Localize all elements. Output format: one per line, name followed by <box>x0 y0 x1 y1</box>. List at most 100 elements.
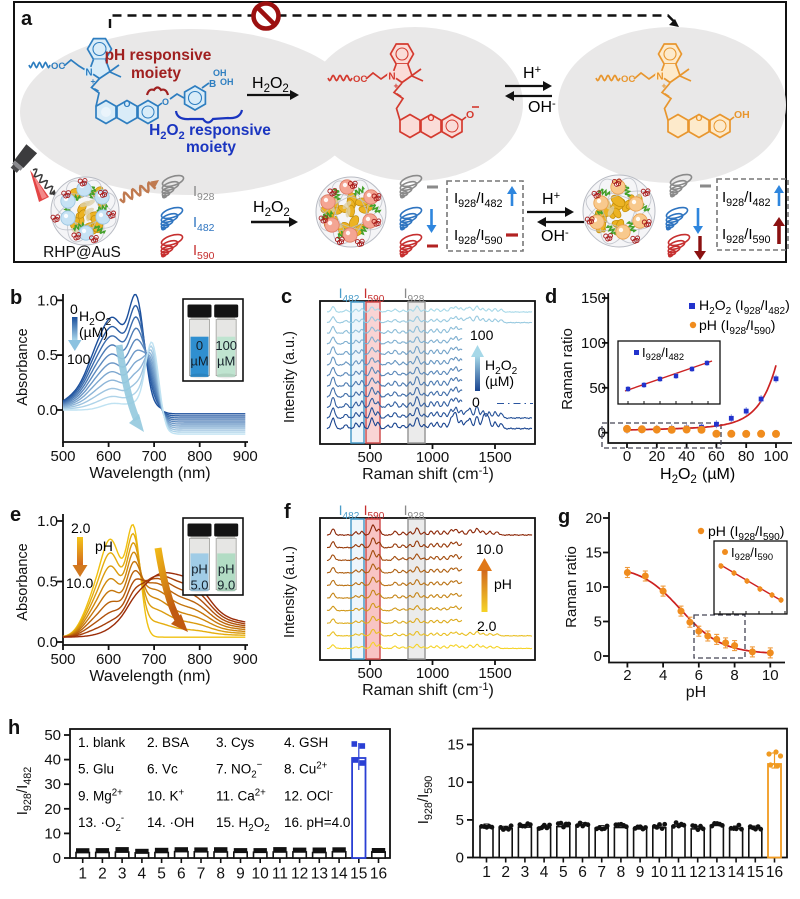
svg-text:10: 10 <box>762 667 779 684</box>
svg-text:3: 3 <box>521 864 530 881</box>
svg-text:Raman shift (cm-1): Raman shift (cm-1) <box>362 681 494 699</box>
svg-text:O: O <box>428 113 435 123</box>
svg-text:14. ·OH: 14. ·OH <box>147 815 194 830</box>
svg-text:9.0: 9.0 <box>217 578 235 593</box>
svg-text:11: 11 <box>272 866 288 883</box>
svg-text:7: 7 <box>197 866 206 883</box>
svg-text:500: 500 <box>357 449 382 466</box>
svg-text:11. Ca2+: 11. Ca2+ <box>216 787 266 803</box>
svg-text:B: B <box>209 79 216 90</box>
svg-text:(µM): (µM) <box>702 466 735 483</box>
svg-text:0: 0 <box>472 394 480 410</box>
svg-text:H2O2: H2O2 <box>485 357 518 377</box>
svg-text:800: 800 <box>187 651 212 668</box>
svg-text:10: 10 <box>447 774 464 791</box>
svg-text:4. GSH: 4. GSH <box>284 735 328 750</box>
svg-text:700: 700 <box>142 448 167 465</box>
svg-text:8: 8 <box>216 866 225 883</box>
svg-text:pH: pH <box>218 562 235 577</box>
svg-text:15: 15 <box>585 545 602 562</box>
svg-text:20: 20 <box>585 510 602 527</box>
svg-text:H2O2: H2O2 <box>660 466 697 486</box>
svg-text:0.5: 0.5 <box>37 574 58 591</box>
svg-text:6: 6 <box>578 864 587 881</box>
svg-text:500: 500 <box>50 651 75 668</box>
svg-text:15: 15 <box>447 737 464 754</box>
svg-text:50: 50 <box>44 727 61 744</box>
svg-text:N: N <box>85 67 92 78</box>
svg-text:14: 14 <box>330 866 348 883</box>
svg-text:1500: 1500 <box>478 665 511 682</box>
svg-text:Intensity (a.u.): Intensity (a.u.) <box>282 546 298 638</box>
svg-text:moiety: moiety <box>186 139 236 156</box>
svg-text:900: 900 <box>233 651 258 668</box>
svg-text:+: + <box>394 81 399 91</box>
svg-text:pH: pH <box>191 562 208 577</box>
svg-text:OH: OH <box>213 68 227 78</box>
svg-text:15: 15 <box>747 864 764 881</box>
svg-text:Raman shift (cm-1): Raman shift (cm-1) <box>362 465 494 483</box>
svg-text:5: 5 <box>456 812 464 829</box>
svg-text:pH: pH <box>686 684 706 701</box>
svg-text:10.0: 10.0 <box>476 541 503 557</box>
svg-text:50: 50 <box>589 380 606 397</box>
svg-text:6: 6 <box>695 667 703 684</box>
svg-text:b: b <box>10 287 22 309</box>
svg-text:8: 8 <box>730 667 738 684</box>
svg-text:0.5: 0.5 <box>37 347 58 364</box>
svg-text:12. OCl-: 12. OCl- <box>284 787 333 803</box>
svg-text:OH-: OH- <box>541 227 569 245</box>
svg-text:OC: OC <box>353 74 367 85</box>
svg-text:16: 16 <box>370 866 387 883</box>
svg-text:OC: OC <box>621 74 635 85</box>
svg-text:13: 13 <box>708 864 725 881</box>
svg-text:100: 100 <box>215 338 237 353</box>
svg-text:0: 0 <box>53 850 61 867</box>
svg-text:Wavelength (nm): Wavelength (nm) <box>89 465 210 482</box>
svg-text:Raman ratio: Raman ratio <box>559 328 576 410</box>
svg-text:2.0: 2.0 <box>477 618 497 634</box>
svg-text:9: 9 <box>636 864 645 881</box>
svg-text:0: 0 <box>594 648 602 665</box>
svg-text:2: 2 <box>501 864 510 881</box>
svg-text:500: 500 <box>357 665 382 682</box>
svg-text:7: 7 <box>597 864 606 881</box>
svg-text:20: 20 <box>648 448 665 465</box>
svg-text:4: 4 <box>138 866 147 883</box>
svg-text:c: c <box>281 286 292 308</box>
svg-text:1500: 1500 <box>478 449 511 466</box>
svg-text:4: 4 <box>659 667 667 684</box>
svg-text:11: 11 <box>670 864 686 881</box>
svg-text:Wavelength (nm): Wavelength (nm) <box>89 668 210 685</box>
svg-text:150: 150 <box>581 290 606 307</box>
svg-text:15: 15 <box>350 866 367 883</box>
svg-text:2: 2 <box>98 866 107 883</box>
svg-text:0.0: 0.0 <box>37 634 58 651</box>
svg-text:13. ·O2-: 13. ·O2- <box>78 813 124 834</box>
svg-text:RHP@AuS: RHP@AuS <box>43 244 121 261</box>
svg-text:N: N <box>388 71 395 82</box>
svg-text:3. Cys: 3. Cys <box>216 735 255 750</box>
svg-text:moiety: moiety <box>131 65 181 82</box>
svg-text:100: 100 <box>67 351 91 367</box>
svg-text:8: 8 <box>617 864 626 881</box>
svg-text:5. Glu: 5. Glu <box>78 762 114 777</box>
svg-text:600: 600 <box>96 448 121 465</box>
svg-text:6: 6 <box>177 866 186 883</box>
svg-text:1. blank: 1. blank <box>78 735 126 750</box>
svg-text:10: 10 <box>252 866 270 883</box>
svg-text:H2O2 (I928/I482): H2O2 (I928/I482) <box>699 297 790 317</box>
svg-text:5: 5 <box>157 866 166 883</box>
svg-text:N: N <box>656 71 663 82</box>
svg-text:1: 1 <box>482 864 491 881</box>
svg-text:700: 700 <box>142 651 167 668</box>
svg-text:4: 4 <box>540 864 549 881</box>
svg-text:0: 0 <box>456 850 464 867</box>
svg-text:H2O2: H2O2 <box>253 199 290 219</box>
svg-text:f: f <box>284 501 291 523</box>
svg-text:(µM): (µM) <box>79 324 108 340</box>
svg-text:OH: OH <box>734 109 750 121</box>
svg-text:12: 12 <box>291 866 308 883</box>
svg-text:3: 3 <box>118 866 127 883</box>
svg-text:0: 0 <box>196 338 203 353</box>
